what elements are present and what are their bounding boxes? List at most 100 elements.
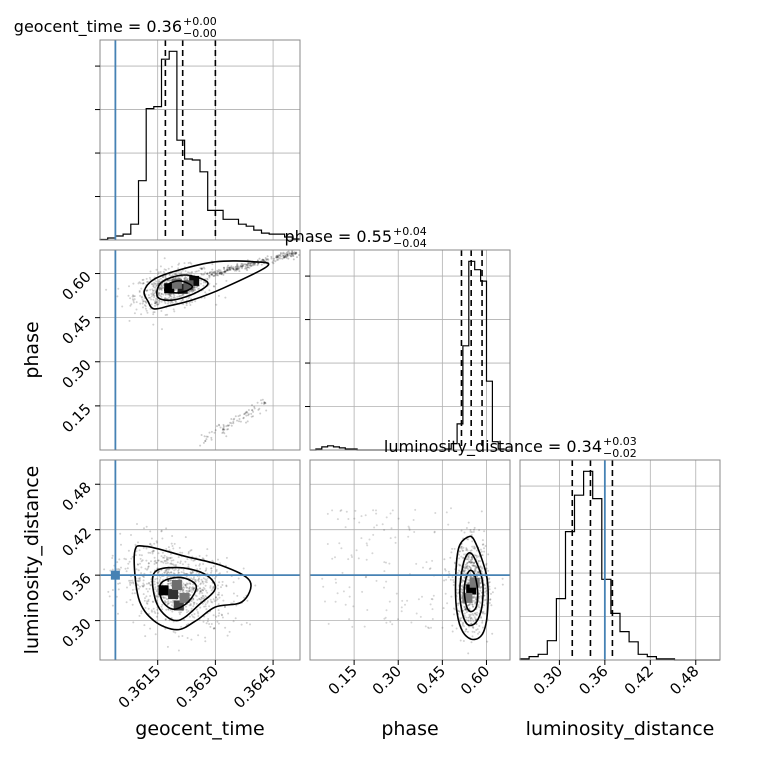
scatter-point: [483, 591, 486, 594]
scatter-point: [177, 635, 180, 638]
scatter-point: [260, 399, 262, 402]
scatter-point: [326, 543, 329, 545]
histogram-phase: [310, 260, 510, 451]
scatter-point: [163, 571, 166, 574]
scatter-point: [246, 599, 249, 602]
scatter-point: [279, 251, 282, 254]
scatter-point: [155, 299, 158, 302]
scatter-point: [178, 272, 181, 275]
scatter-point: [154, 291, 157, 293]
scatter-point: [158, 294, 160, 297]
title-plus: +0.04: [393, 225, 427, 238]
scatter-point: [171, 274, 174, 277]
scatter-point: [203, 596, 206, 599]
scatter-point: [232, 420, 235, 423]
scatter-point: [155, 282, 157, 285]
scatter-point: [415, 612, 418, 615]
scatter-point: [218, 272, 221, 275]
scatter-point: [226, 269, 229, 272]
scatter-point: [210, 623, 213, 625]
scatter-point: [146, 311, 149, 314]
scatter-point: [282, 254, 284, 257]
scatter-point: [168, 571, 171, 574]
scatter-point: [474, 567, 477, 569]
scatter-point: [488, 581, 491, 584]
scatter-point: [285, 256, 288, 259]
scatter-point: [447, 576, 450, 579]
scatter-point: [468, 560, 471, 563]
scatter-point: [375, 524, 378, 527]
scatter-point: [158, 291, 161, 294]
scatter-point: [474, 617, 477, 620]
title-plus: +0.03: [603, 435, 637, 448]
scatter-point: [128, 319, 131, 322]
scatter-point: [447, 570, 450, 573]
scatter-point: [208, 605, 211, 608]
scatter-point: [250, 262, 253, 265]
scatter-point: [477, 560, 480, 563]
scatter-point: [473, 545, 476, 548]
scatter-point: [234, 266, 237, 269]
scatter-point: [465, 563, 468, 566]
scatter-point: [235, 604, 238, 607]
scatter-point: [172, 572, 175, 575]
scatter-point: [178, 578, 181, 581]
scatter-point: [361, 590, 364, 593]
scatter-point: [480, 586, 483, 589]
scatter-point: [155, 595, 158, 598]
scatter-point: [171, 545, 174, 547]
scatter-point: [183, 277, 186, 280]
scatter-point: [218, 272, 221, 275]
scatter-point: [160, 310, 163, 312]
scatter-point: [251, 262, 254, 265]
scatter-point: [350, 554, 353, 557]
scatter-point: [414, 508, 417, 511]
scatter-point: [117, 287, 120, 290]
scatter-point: [168, 549, 171, 552]
scatter-point: [242, 567, 245, 570]
scatter-point: [213, 270, 216, 273]
scatter-point: [127, 549, 130, 552]
scatter-point: [460, 588, 463, 591]
scatter-point: [466, 558, 469, 560]
scatter-point: [232, 268, 235, 271]
scatter-point: [138, 578, 141, 580]
scatter-point: [229, 421, 232, 424]
scatter-point: [466, 562, 469, 564]
scatter-point: [201, 588, 203, 591]
scatter-point: [160, 300, 163, 303]
scatter-point: [232, 268, 235, 271]
scatter-point: [430, 626, 432, 629]
scatter-point: [195, 595, 198, 598]
scatter-point: [137, 580, 140, 583]
scatter-point: [189, 571, 192, 574]
scatter-point: [290, 255, 293, 258]
scatter-point: [473, 554, 476, 557]
scatter-point: [471, 556, 474, 559]
scatter-point: [210, 567, 213, 570]
scatter-point: [159, 271, 162, 273]
scatter-point: [474, 565, 477, 568]
scatter-point: [164, 276, 167, 279]
scatter-point: [187, 563, 190, 566]
scatter-point: [117, 588, 120, 591]
scatter-point: [465, 558, 468, 561]
x-axis-label: geocent_time: [135, 718, 264, 740]
scatter-point: [132, 299, 135, 302]
scatter-point: [465, 567, 468, 570]
scatter-point: [194, 300, 197, 303]
scatter-point: [375, 579, 378, 582]
scatter-point: [145, 277, 148, 280]
scatter-point: [220, 586, 222, 589]
scatter-point: [471, 618, 474, 621]
scatter-point: [201, 557, 204, 560]
scatter-point: [170, 297, 172, 300]
scatter-point: [150, 295, 153, 298]
scatter-point: [141, 584, 144, 587]
scatter-point: [165, 570, 168, 573]
scatter-point: [136, 579, 139, 582]
scatter-point: [192, 559, 195, 562]
scatter-point: [125, 558, 127, 561]
scatter-point: [470, 561, 473, 564]
